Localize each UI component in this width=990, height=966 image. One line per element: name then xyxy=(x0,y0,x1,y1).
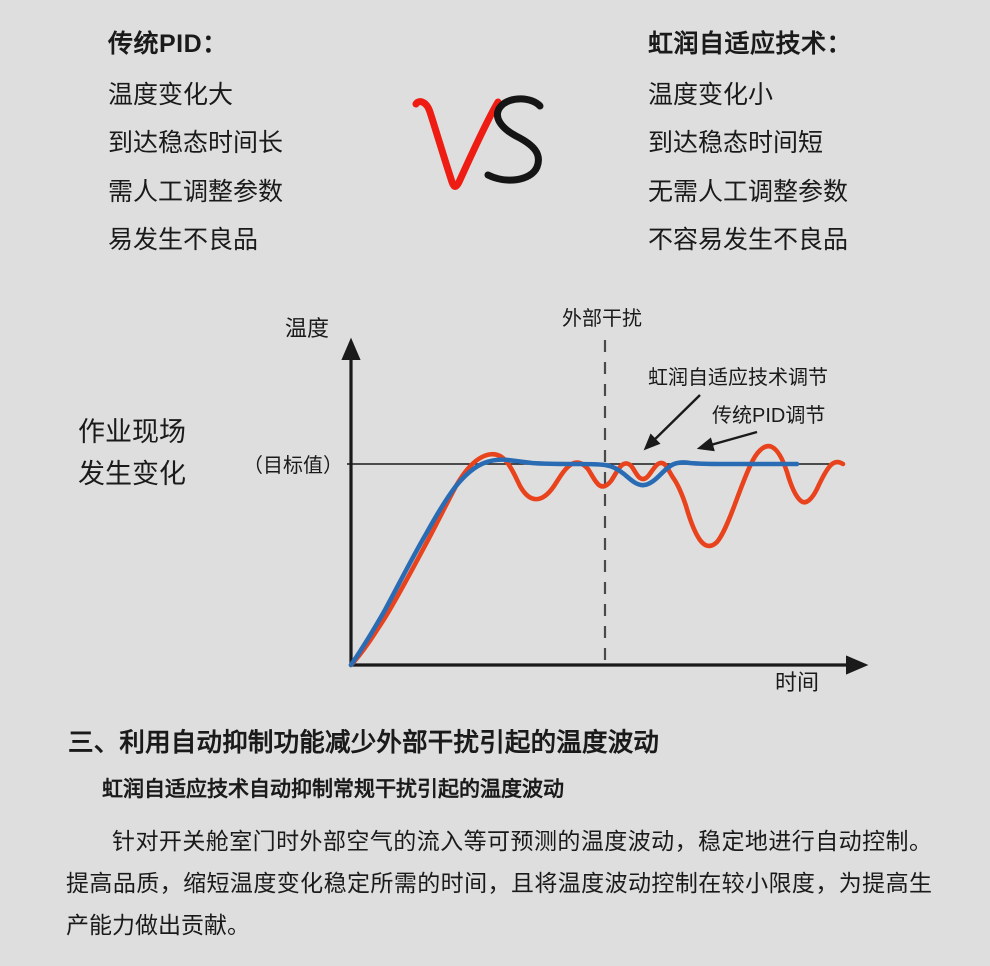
bullet-item: 需人工调整参数 xyxy=(108,177,284,206)
vs-letter-v xyxy=(412,98,502,190)
bullet-item: 温度变化大 xyxy=(108,81,234,109)
x-axis-label: 时间 xyxy=(775,670,819,695)
target-value-label: （目标值） xyxy=(243,454,343,477)
bullet-item: 无需人工调整参数 xyxy=(648,177,849,206)
body-paragraph: 针对开关舱室门时外部空气的流入等可预测的温度波动，稳定地进行自动控制。提高品质，… xyxy=(66,828,932,938)
disturbance-label: 外部干扰 xyxy=(562,307,642,330)
comparison-section: 传统PID： 温度变化大 到达稳态时间长 需人工调整参数 易发生不良品 虹润自适… xyxy=(0,0,990,290)
bullet-item: 易发生不良品 xyxy=(108,225,259,254)
side-note-line: 作业现场 xyxy=(78,417,186,447)
column-title-traditional: 传统PID： xyxy=(108,30,228,58)
chart-side-note: 作业现场 发生变化 xyxy=(78,412,186,496)
bullet-item: 不容易发生不良品 xyxy=(648,225,849,254)
bullet-item: 到达稳态时间长 xyxy=(108,129,284,158)
vs-letter-s xyxy=(484,95,544,184)
comparison-column-traditional: 传统PID： 温度变化大 到达稳态时间长 需人工调整参数 易发生不良品 xyxy=(108,24,283,275)
chart-section: 作业现场 发生变化 温度 时间 （目标值） 外部干扰 虹润自适应技术调节 传统P… xyxy=(0,290,990,715)
y-axis-label: 温度 xyxy=(285,316,329,341)
vs-graphic xyxy=(406,92,566,202)
annotation-label-adaptive: 虹润自适应技术调节 xyxy=(648,366,828,389)
section-heading: 三、利用自动抑制功能减少外部干扰引起的温度波动 xyxy=(68,729,660,757)
bullet-item: 到达稳态时间短 xyxy=(648,129,824,158)
bottom-text-section: 三、利用自动抑制功能减少外部干扰引起的温度波动 虹润自适应技术自动抑制常规干扰引… xyxy=(0,715,990,947)
side-note-line: 发生变化 xyxy=(78,458,186,489)
series-line-pid xyxy=(348,443,846,668)
comparison-column-adaptive: 虹润自适应技术： 温度变化小 到达稳态时间短 无需人工调整参数 不容易发生不良品 xyxy=(648,24,852,275)
annotation-label-pid: 传统PID调节 xyxy=(712,404,825,427)
column-title-adaptive: 虹润自适应技术： xyxy=(648,30,853,58)
response-curve-chart: 温度 时间 （目标值） 外部干扰 虹润自适应技术调节 传统PID调节 xyxy=(243,307,869,695)
sub-heading: 虹润自适应技术自动抑制常规干扰引起的温度波动 xyxy=(102,778,564,801)
bullet-item: 温度变化小 xyxy=(648,81,774,109)
annotation-arrow-adaptive xyxy=(643,394,701,451)
annotation-arrow-pid xyxy=(696,430,758,452)
series-line-adaptive xyxy=(348,457,800,668)
